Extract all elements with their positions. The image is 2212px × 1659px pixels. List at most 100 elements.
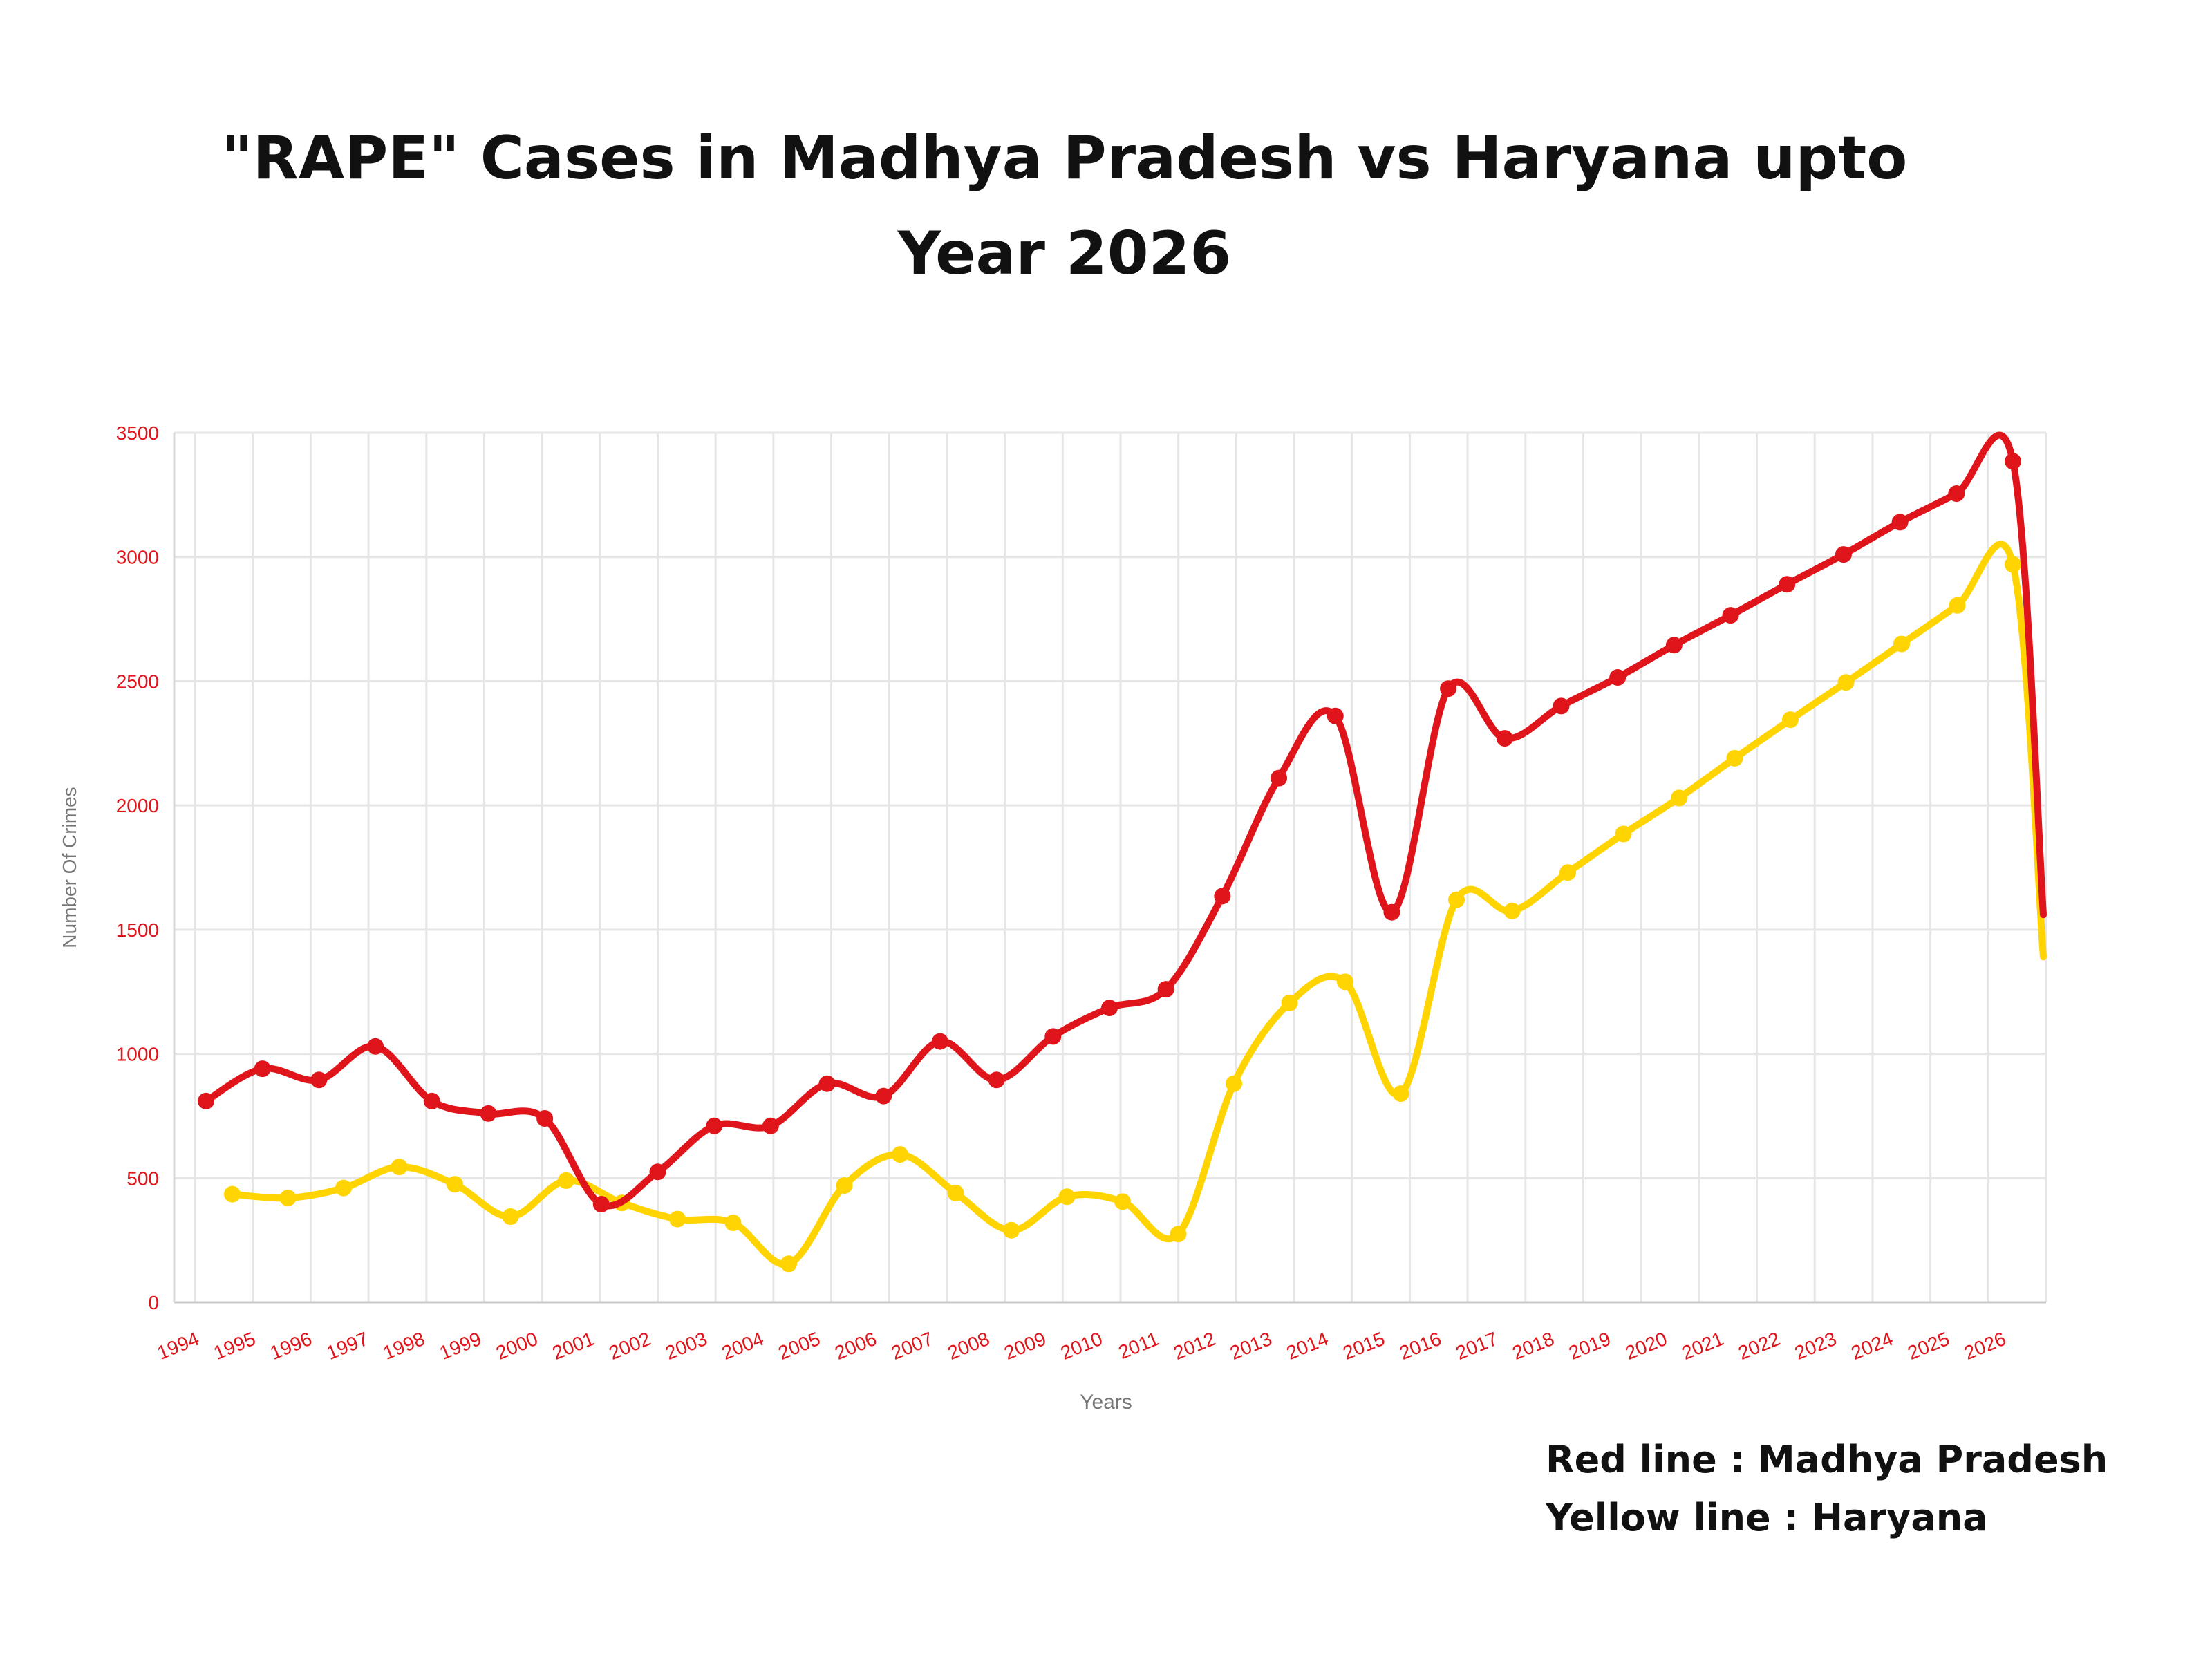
- data-point-haryana: [1226, 1075, 1242, 1092]
- data-point-madhya-pradesh: [649, 1163, 666, 1181]
- data-point-haryana: [1448, 891, 1465, 908]
- data-point-madhya-pradesh: [1665, 637, 1683, 654]
- data-point-haryana: [224, 1185, 241, 1203]
- x-tick-label: 2001: [550, 1328, 597, 1364]
- x-tick-label: 2008: [944, 1328, 992, 1364]
- chart-title: "RAPE" Cases in Madhya Pradesh vs Haryan…: [207, 111, 1922, 301]
- data-point-haryana: [1003, 1221, 1020, 1239]
- data-point-madhya-pradesh: [1779, 576, 1796, 593]
- data-point-madhya-pradesh: [423, 1092, 440, 1109]
- x-tick-label: 2004: [719, 1328, 767, 1364]
- x-tick-label: 2017: [1453, 1328, 1501, 1364]
- x-tick-label: 2021: [1678, 1328, 1726, 1364]
- x-tick-label: 2014: [1284, 1328, 1331, 1364]
- x-tick-label: 2010: [1058, 1328, 1105, 1364]
- data-point-haryana: [1170, 1226, 1187, 1243]
- grid-lines: [174, 431, 2047, 1304]
- data-point-haryana: [892, 1146, 908, 1163]
- data-point-haryana: [447, 1176, 463, 1193]
- data-point-madhya-pradesh: [1157, 981, 1174, 998]
- data-point-madhya-pradesh: [1835, 546, 1852, 563]
- data-point-haryana: [335, 1179, 352, 1197]
- data-point-madhya-pradesh: [818, 1075, 836, 1092]
- x-tick-label: 2007: [888, 1328, 936, 1364]
- data-point-haryana: [1337, 973, 1353, 991]
- data-point-madhya-pradesh: [1101, 1000, 1118, 1017]
- data-point-madhya-pradesh: [1214, 888, 1231, 905]
- data-point-madhya-pradesh: [536, 1110, 554, 1127]
- chart-title-line-2: Year 2026: [897, 219, 1232, 288]
- series-haryana: [224, 541, 2047, 1273]
- data-point-madhya-pradesh: [706, 1117, 723, 1134]
- data-point-madhya-pradesh: [1044, 1028, 1062, 1045]
- data-point-haryana: [1893, 635, 1910, 653]
- x-tick-label: 1997: [324, 1328, 371, 1364]
- data-point-haryana: [947, 1184, 964, 1201]
- x-tick-label: 2024: [1848, 1328, 1895, 1364]
- legend-note-madhya-pradesh: Red line : Madhya Pradesh: [1546, 1438, 2108, 1481]
- data-point-haryana: [391, 1159, 408, 1176]
- x-tick-label: 1994: [154, 1328, 202, 1364]
- data-point-haryana: [279, 1190, 297, 1207]
- data-point-madhya-pradesh: [931, 1033, 948, 1050]
- x-tick-label: 2016: [1396, 1328, 1444, 1364]
- x-tick-label: 2012: [1170, 1328, 1218, 1364]
- series-madhya-pradesh: [198, 431, 2047, 1213]
- data-point-madhya-pradesh: [988, 1071, 1005, 1089]
- data-point-madhya-pradesh: [1271, 769, 1288, 787]
- y-tick-label: 2000: [116, 795, 159, 816]
- data-point-madhya-pradesh: [1496, 730, 1513, 747]
- data-point-madhya-pradesh: [2005, 453, 2021, 470]
- y-tick-label: 3000: [116, 547, 159, 568]
- data-point-madhya-pradesh: [1948, 485, 1965, 503]
- x-tick-label: 2020: [1622, 1328, 1670, 1364]
- data-point-haryana: [1114, 1193, 1131, 1210]
- data-point-haryana: [1503, 902, 1521, 919]
- x-tick-label: 2025: [1904, 1328, 1952, 1364]
- x-tick-label: 2003: [662, 1328, 710, 1364]
- data-point-haryana: [724, 1214, 742, 1231]
- data-point-madhya-pradesh: [310, 1071, 328, 1089]
- x-tick-label: 2006: [832, 1328, 879, 1364]
- data-point-haryana: [1281, 994, 1298, 1011]
- data-point-haryana: [1726, 749, 1743, 767]
- data-point-haryana: [1559, 864, 1576, 881]
- chart-title-line-1: "RAPE" Cases in Madhya Pradesh vs Haryan…: [221, 124, 1908, 193]
- x-tick-label: 2013: [1227, 1328, 1275, 1364]
- data-point-madhya-pradesh: [592, 1196, 610, 1213]
- data-point-madhya-pradesh: [1891, 514, 1909, 531]
- data-point-madhya-pradesh: [1383, 903, 1400, 921]
- series-line-madhya-pradesh: [203, 431, 2047, 1210]
- x-tick-label: 2022: [1735, 1328, 1783, 1364]
- y-tick-label: 0: [148, 1292, 159, 1313]
- data-point-madhya-pradesh: [1609, 669, 1627, 686]
- x-tick-label: 2026: [1961, 1328, 2009, 1364]
- data-point-madhya-pradesh: [762, 1117, 779, 1134]
- x-tick-label: 2019: [1566, 1328, 1613, 1364]
- data-point-madhya-pradesh: [1553, 697, 1570, 715]
- data-point-haryana: [1058, 1188, 1076, 1206]
- data-point-haryana: [1837, 674, 1855, 691]
- x-tick-label: 2005: [775, 1328, 823, 1364]
- y-tick-label: 2500: [116, 671, 159, 692]
- data-point-madhya-pradesh: [198, 1092, 214, 1109]
- y-tick-label: 500: [126, 1168, 159, 1189]
- series-line-haryana: [229, 541, 2047, 1268]
- x-axis-title: Years: [1080, 1391, 1132, 1414]
- y-axis-title: Number Of Crimes: [59, 787, 80, 948]
- data-point-haryana: [558, 1172, 574, 1189]
- data-point-haryana: [2005, 556, 2021, 573]
- data-point-haryana: [1392, 1085, 1409, 1103]
- x-tick-label: 2018: [1509, 1328, 1557, 1364]
- data-point-madhya-pradesh: [1722, 607, 1739, 624]
- data-point-haryana: [1615, 825, 1632, 843]
- data-point-haryana: [780, 1255, 797, 1273]
- x-tick-label: 2011: [1115, 1328, 1161, 1363]
- x-tick-label: 2000: [493, 1328, 541, 1364]
- x-tick-label: 2023: [1792, 1328, 1839, 1364]
- data-point-haryana: [502, 1208, 519, 1225]
- data-point-haryana: [1782, 711, 1799, 729]
- x-tick-label: 1998: [380, 1328, 428, 1364]
- x-tick-label: 1999: [436, 1328, 484, 1364]
